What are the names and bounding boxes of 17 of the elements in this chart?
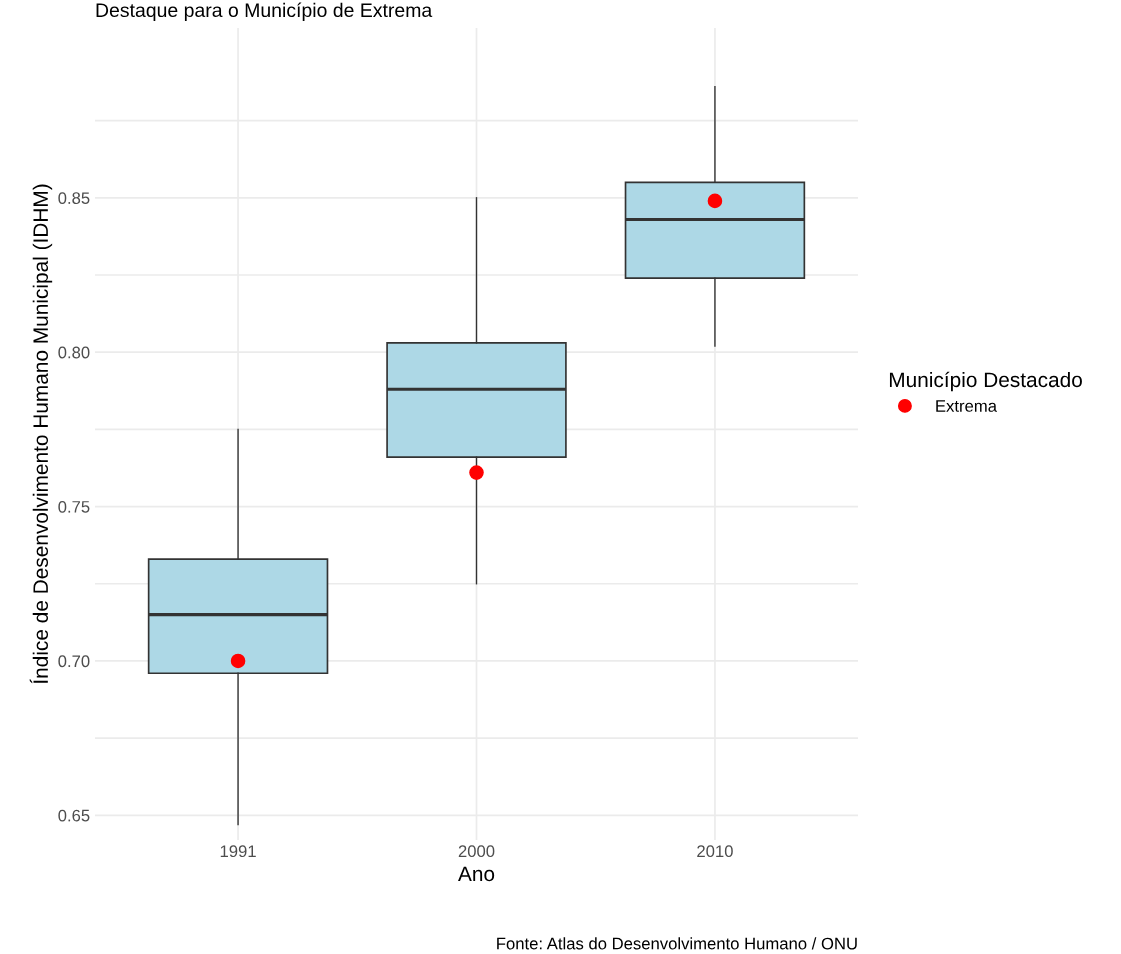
point — [469, 465, 484, 480]
legend-label: Extrema — [936, 400, 997, 412]
point — [230, 653, 246, 669]
x-tick-label: 1991 — [220, 845, 256, 858]
chart-subtitle: Destaque para o Município de Extrema — [96, 2, 433, 21]
x-tick-label: 2000 — [458, 845, 495, 858]
y-axis-title: Índice de Desenvolvimento Humano Municipal (IDHM) — [29, 184, 53, 684]
legend-title: Município Destacado — [889, 371, 1082, 392]
y-tick-label: 0.80 — [58, 346, 90, 359]
y-tick-label: 0.65 — [58, 809, 90, 822]
y-tick-label: 0.75 — [58, 500, 90, 513]
y-tick-label: 0.85 — [58, 192, 90, 205]
point — [707, 193, 723, 209]
source-note: Fonte: Atlas do Desenvolvimento Humano / ONU — [497, 937, 857, 950]
x-axis-title: Ano — [458, 866, 495, 882]
x-tick-label: 2010 — [697, 845, 733, 858]
y-tick-label: 0.70 — [58, 655, 90, 668]
